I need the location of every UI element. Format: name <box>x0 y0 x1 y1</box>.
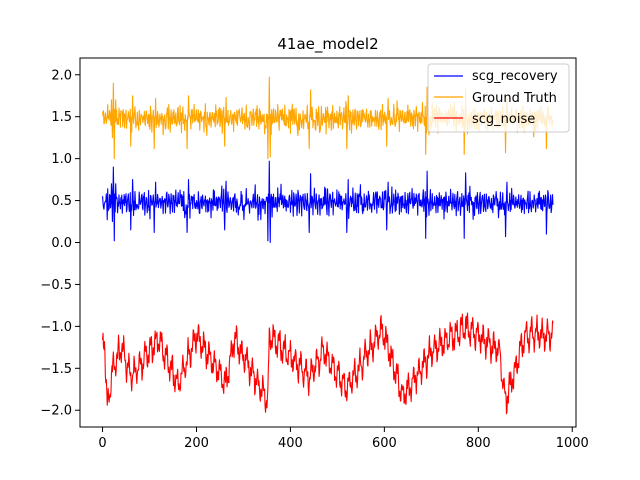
chart-title: 41ae_model2 <box>277 35 378 54</box>
x-tick-label: 400 <box>278 436 303 451</box>
legend-label-scg-noise: scg_noise <box>472 112 535 127</box>
y-tick-label: 1.5 <box>51 110 72 125</box>
series-line-scg-noise <box>102 312 554 415</box>
y-tick-label: −1.0 <box>40 320 72 335</box>
x-tick-label: 1000 <box>556 436 589 451</box>
x-tick-label: 0 <box>98 436 106 451</box>
legend-label-scg-recovery: scg_recovery <box>472 69 558 84</box>
legend-box <box>427 63 570 133</box>
y-tick-label: 0.5 <box>51 194 72 209</box>
y-tick-label: 0.0 <box>51 236 72 251</box>
y-tick-label: −1.5 <box>40 362 72 377</box>
legend: scg_recovery Ground Truth scg_noise <box>427 63 570 133</box>
series-line-scg-recovery <box>102 160 554 244</box>
legend-label-ground-truth: Ground Truth <box>472 91 557 106</box>
y-axis: 2.0 1.5 1.0 0.5 0.0 −0.5 −1.0 −1.5 −2.0 <box>40 68 80 419</box>
y-tick-label: 2.0 <box>51 68 72 83</box>
y-tick-label: −0.5 <box>40 278 72 293</box>
y-tick-label: −2.0 <box>40 404 72 419</box>
x-tick-label: 200 <box>184 436 209 451</box>
x-axis: 0 200 400 600 800 1000 <box>98 427 589 451</box>
x-tick-label: 600 <box>372 436 397 451</box>
x-tick-label: 800 <box>466 436 491 451</box>
y-tick-label: 1.0 <box>51 152 72 167</box>
